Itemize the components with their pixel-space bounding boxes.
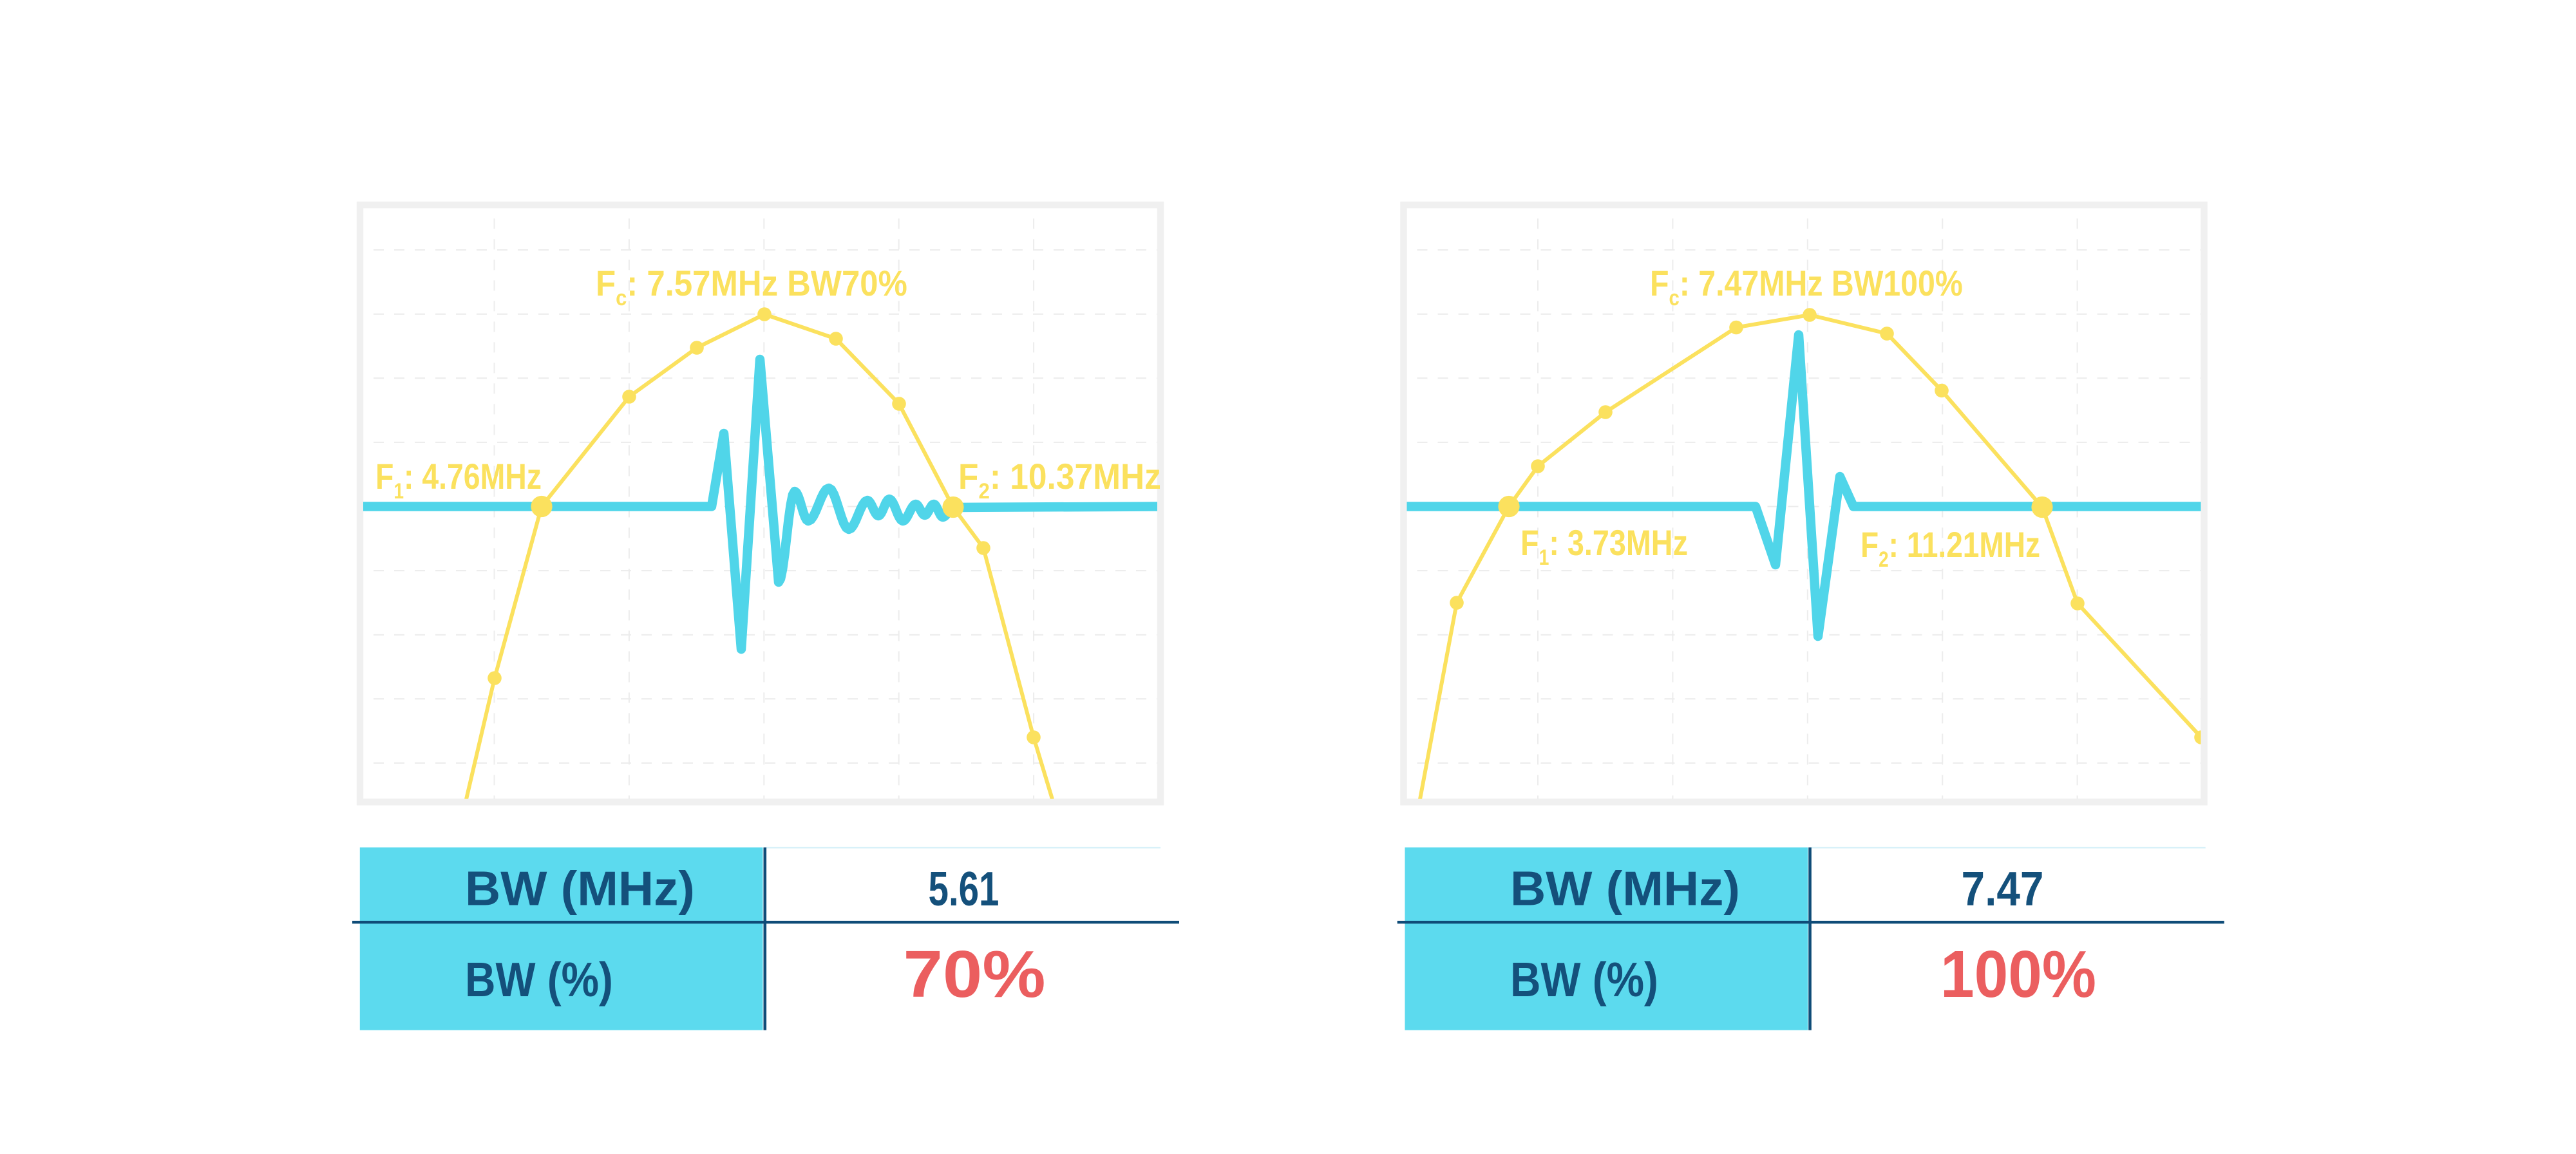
svg-text:F1: 3.73MHz: F1: 3.73MHz [1520,522,1688,570]
svg-text:70%: 70% [904,936,1046,1011]
svg-text:Fc: 7.47MHz BW100%: Fc: 7.47MHz BW100% [1650,264,1963,310]
svg-text:7.47: 7.47 [1962,862,2044,916]
svg-text:F1: 4.76MHz: F1: 4.76MHz [375,456,542,504]
svg-text:F2: 11.21MHz: F2: 11.21MHz [1861,525,2040,572]
svg-text:BW (%): BW (%) [465,952,613,1007]
svg-text:F2: 10.37MHz: F2: 10.37MHz [958,457,1161,503]
svg-text:BW (MHz): BW (MHz) [1510,862,1740,916]
svg-text:100%: 100% [1940,936,2096,1011]
svg-text:5.61: 5.61 [929,862,999,916]
svg-text:Fc: 7.57MHz BW70%: Fc: 7.57MHz BW70% [596,264,907,310]
svg-text:BW (%): BW (%) [1510,952,1658,1007]
svg-text:BW (MHz): BW (MHz) [465,862,695,916]
